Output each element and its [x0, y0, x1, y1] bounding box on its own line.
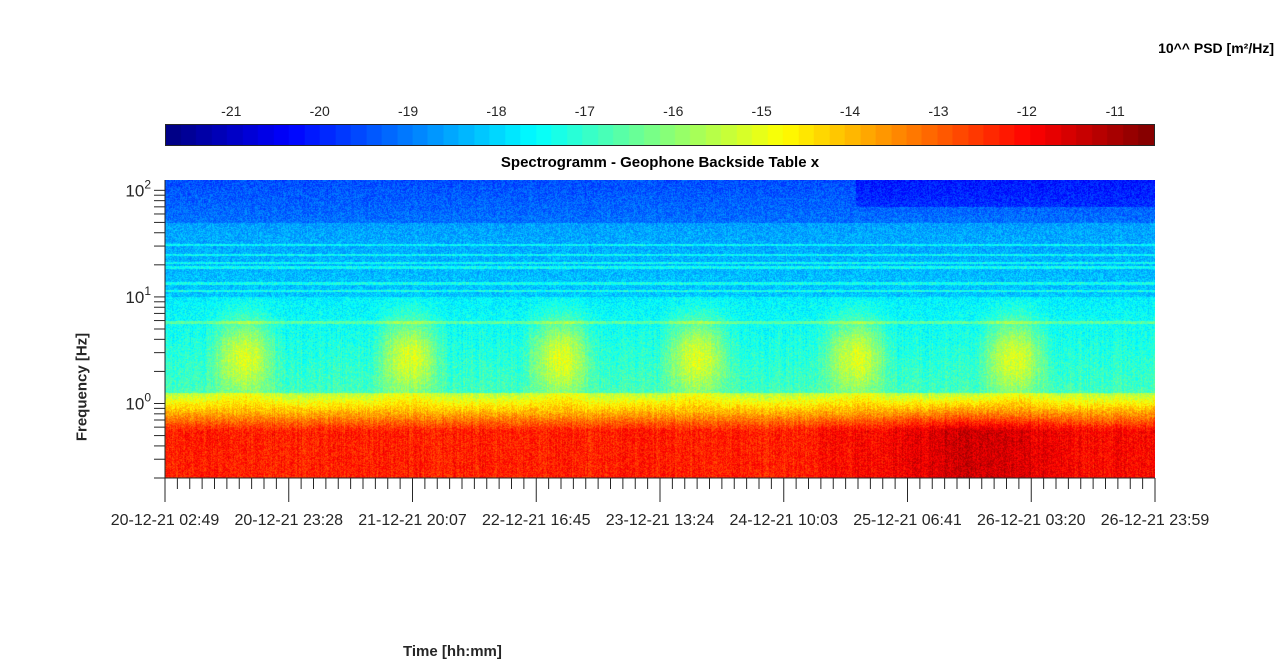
colorbar-tick-label: -11	[1106, 103, 1125, 119]
colorbar-tick-label: -15	[752, 103, 772, 119]
colorbar-tick-label: -21	[221, 103, 241, 119]
x-tick-label: 26-12-21 03:20	[977, 512, 1086, 529]
colorbar-tick-label: -20	[310, 103, 330, 119]
colorbar-tick-label: -19	[398, 103, 418, 119]
x-axis-label: Time [hh:mm]	[403, 643, 502, 660]
x-tick-label: 22-12-21 16:45	[482, 512, 591, 529]
x-tick-label: 21-12-21 20:07	[358, 512, 467, 529]
colorbar-tick-label: -14	[840, 103, 860, 119]
x-tick-label: 25-12-21 06:41	[853, 512, 962, 529]
y-tick-label: 102	[125, 177, 151, 200]
x-tick-label: 20-12-21 23:28	[234, 512, 343, 529]
colorbar-tick-label: -18	[486, 103, 506, 119]
x-tick-label: 20-12-21 02:49	[111, 512, 220, 529]
colorbar-tick-label: -12	[1017, 103, 1037, 119]
x-tick-label: 24-12-21 10:03	[729, 512, 838, 529]
colorbar-ticks: -21 -20 -19 -18 -17 -16 -15 -14 -13 -12 -11	[221, 103, 1125, 146]
colorbar-tick-label: -17	[575, 103, 595, 119]
x-tick-label: 26-12-21 23:59	[1101, 512, 1210, 529]
x-tick-label: 23-12-21 13:24	[606, 512, 715, 529]
y-tick-label: 100	[125, 391, 151, 414]
y-axis-label: Frequency [Hz]	[73, 332, 91, 442]
colorbar-label: 10^^ PSD [m²/Hz]	[1158, 40, 1274, 56]
plot-title: Spectrogramm - Geophone Backside Table x	[500, 154, 820, 171]
colorbar-tick-label: -16	[663, 103, 683, 119]
colorbar-tick-label: -13	[928, 103, 948, 119]
colorbar	[165, 124, 1155, 146]
spectrogram-image	[165, 180, 1155, 478]
y-tick-label: 101	[125, 284, 151, 307]
